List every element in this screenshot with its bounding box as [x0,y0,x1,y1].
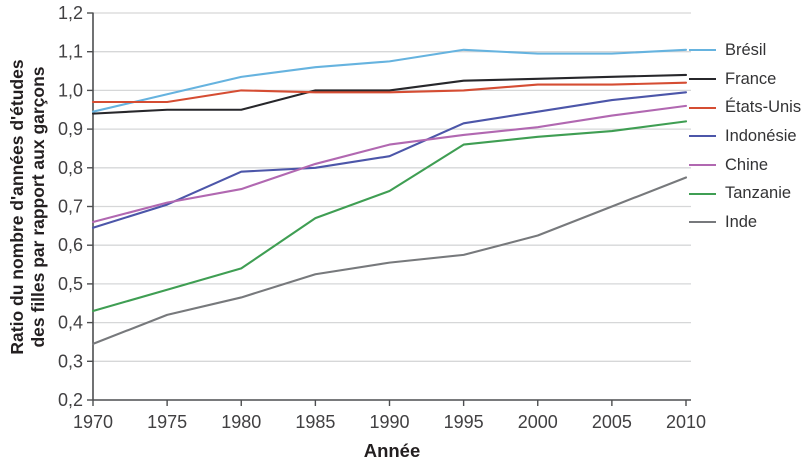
x-tick-label: 2000 [518,412,558,432]
legend-item-etats-unis: États-Unis [689,93,801,122]
x-tick-label: 2010 [666,412,706,432]
legend-label-inde: Inde [725,212,758,231]
y-axis-title-line1: Ratio du nombre d'années d'études [7,59,27,355]
y-tick-label: 0,5 [58,274,83,294]
y-tick-label: 0,3 [58,351,83,371]
legend-label-bresil: Brésil [725,40,767,59]
x-tick-label: 1985 [295,412,335,432]
y-tick-label: 1,1 [58,42,83,62]
legend-label-tanzanie: Tanzanie [725,184,792,203]
y-tick-label: 0,8 [58,158,83,178]
x-tick-label: 1990 [369,412,409,432]
x-tick-label: 1995 [444,412,484,432]
legend-label-france: France [725,69,777,88]
legend-item-france: France [689,65,801,94]
y-axis-title-line2: des filles par rapport aux garçons [28,66,48,348]
legend-item-bresil: Brésil [689,36,801,65]
legend-swatch-bresil [689,49,716,52]
x-tick-label: 1975 [147,412,187,432]
legend-label-indonesie: Indonésie [725,126,797,145]
legend-item-inde: Inde [689,208,801,237]
series-line-etats-unis [91,81,688,104]
legend-item-tanzanie: Tanzanie [689,179,801,208]
legend-label-chine: Chine [725,155,769,174]
y-tick-label: 1,2 [58,3,83,23]
legend-swatch-chine [689,164,716,167]
legend-swatch-indonesie [689,135,716,138]
series-line-bresil [91,48,688,113]
legend-swatch-etats-unis [689,106,716,109]
legend: Brésil France États-Unis Indonésie Chine Tanz… [689,36,801,237]
legend-label-etats-unis: États-Unis [725,98,802,117]
legend-swatch-tanzanie [689,192,716,195]
series-line-chine [91,104,688,224]
x-tick-label: 1980 [221,412,261,432]
series-line-france [91,73,688,115]
legend-swatch-inde [689,221,716,224]
legend-item-indonesie: Indonésie [689,122,801,151]
y-tick-label: 0,7 [58,197,83,217]
series-line-tanzanie [91,120,688,313]
series-line-inde [91,176,688,345]
y-tick-label: 0,4 [58,313,83,333]
y-tick-label: 0,6 [58,235,83,255]
series-line-indonesie [91,91,688,229]
y-tick-label: 0,2 [58,390,83,410]
y-axis-title: Ratio du nombre d'années d'études des fi… [7,7,51,407]
y-tick-label: 1,0 [58,80,83,100]
legend-item-chine: Chine [689,151,801,180]
y-tick-label: 0,9 [58,119,83,139]
x-axis-title: Année [363,440,421,461]
x-tick-label: 2005 [592,412,632,432]
legend-swatch-france [689,78,716,81]
x-tick-label: 1970 [73,412,113,432]
